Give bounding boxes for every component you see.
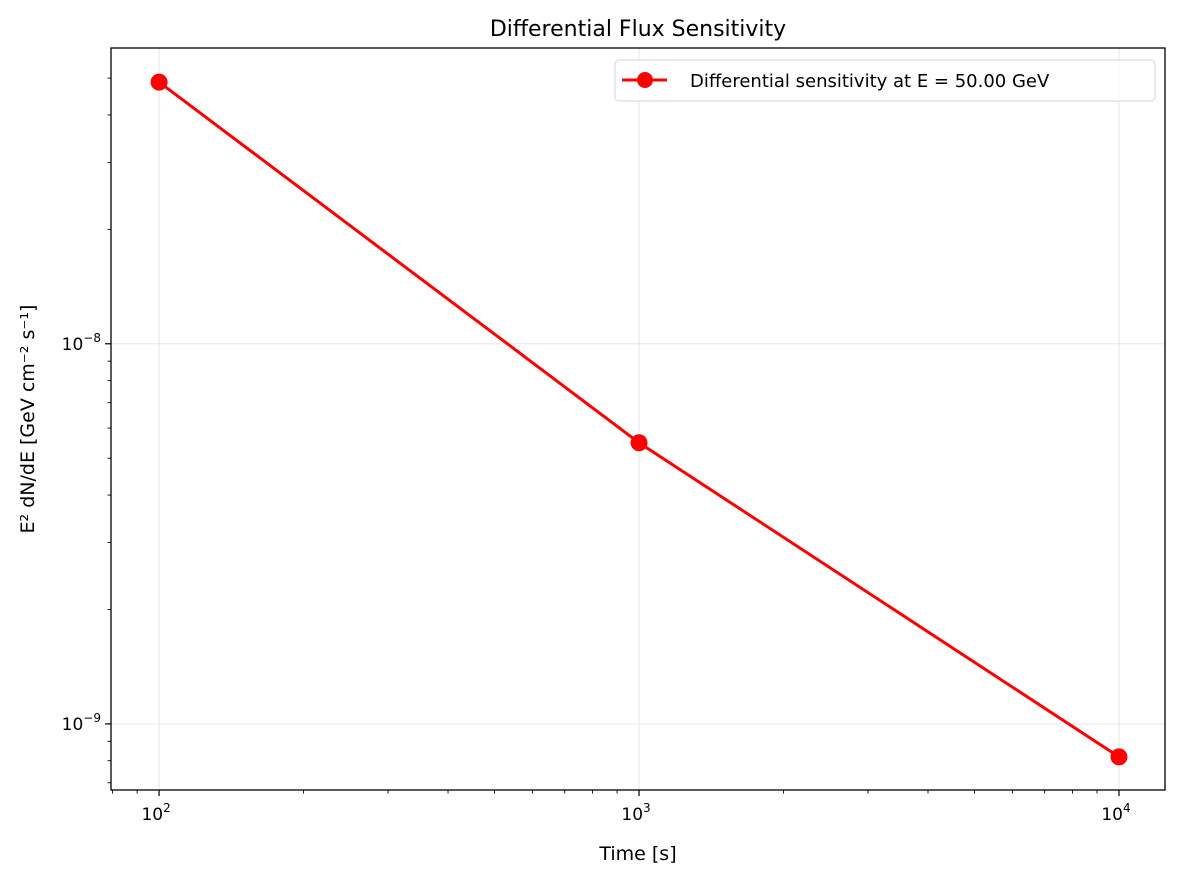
x-tick-label: 104 xyxy=(1101,801,1130,825)
y-tick-base: 10 xyxy=(62,335,84,355)
legend-box xyxy=(614,59,1156,102)
y-tick-label: 10−9 xyxy=(62,711,101,735)
legend-label: Differential sensitivity at E = 50.00 Ge… xyxy=(690,71,1050,92)
y-tick-exp: −8 xyxy=(83,331,101,345)
y-tick-exp: −9 xyxy=(83,711,101,725)
x-tick-label: 102 xyxy=(141,801,170,825)
legend: Differential sensitivity at E = 50.00 Ge… xyxy=(614,59,1156,102)
x-tick-label: 103 xyxy=(621,801,650,825)
legend-marker xyxy=(637,72,653,88)
plot-series xyxy=(150,73,1128,766)
grid xyxy=(111,48,1165,790)
x-tick-exp: 4 xyxy=(1123,801,1131,815)
y-tick-label: 10−8 xyxy=(62,331,101,355)
x-tick-base: 10 xyxy=(621,805,643,825)
data-point xyxy=(630,434,648,452)
chart-title: Differential Flux Sensitivity xyxy=(490,17,786,42)
y-axis-label: E² dN/dE [GeV cm⁻² s⁻¹] xyxy=(17,305,39,534)
x-tick-base: 10 xyxy=(141,805,163,825)
data-point xyxy=(1110,748,1128,766)
x-tick-exp: 3 xyxy=(643,801,651,815)
y-tick-base: 10 xyxy=(62,715,84,735)
axes-frame xyxy=(110,47,1166,791)
x-tick-base: 10 xyxy=(1101,805,1123,825)
x-axis-label: Time [s] xyxy=(598,843,676,865)
x-tick-exp: 2 xyxy=(163,801,171,815)
data-point xyxy=(150,73,168,91)
